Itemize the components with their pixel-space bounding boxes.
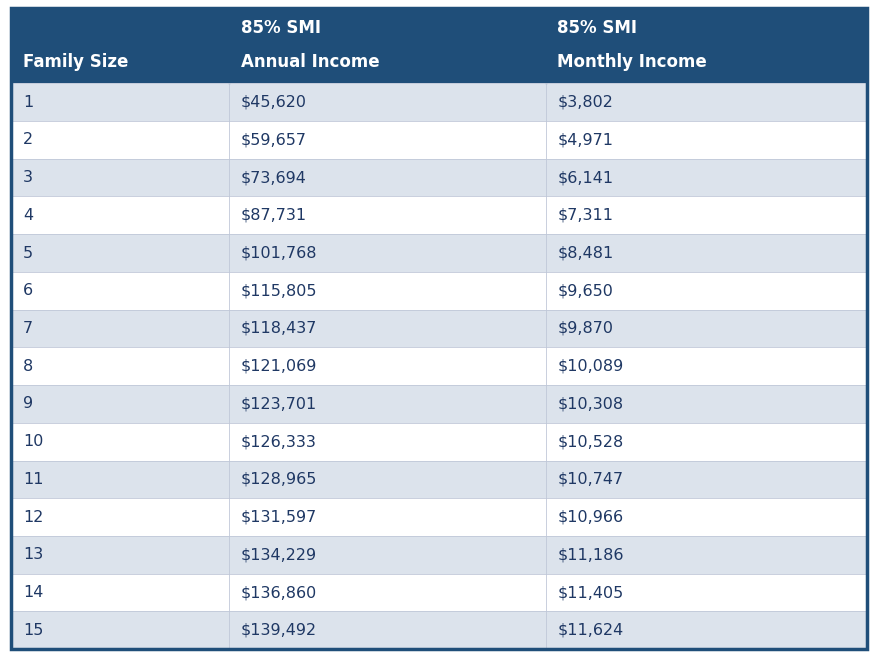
Text: 12: 12 [23,510,43,524]
Text: 3: 3 [23,170,32,185]
Text: $73,694: $73,694 [240,170,306,185]
Text: 6: 6 [23,283,33,298]
Text: $9,870: $9,870 [557,321,613,336]
Text: 85% SMI: 85% SMI [240,19,320,37]
Text: $101,768: $101,768 [240,246,317,261]
Text: $4,971: $4,971 [557,133,613,147]
Bar [11,83,866,121]
Bar [11,423,866,461]
Bar [11,498,866,536]
Bar [11,612,866,649]
Text: $11,186: $11,186 [557,547,623,562]
Text: $10,308: $10,308 [557,396,623,411]
Bar [11,574,866,612]
Text: 1: 1 [23,95,33,110]
Text: $87,731: $87,731 [240,208,307,223]
Text: $10,528: $10,528 [557,434,623,449]
Bar [11,385,866,423]
Bar [11,159,866,196]
Bar [11,196,866,234]
Text: $10,747: $10,747 [557,472,623,487]
Text: $8,481: $8,481 [557,246,613,261]
Text: $126,333: $126,333 [240,434,317,449]
Bar [11,8,866,83]
Text: $128,965: $128,965 [240,472,317,487]
Text: 10: 10 [23,434,43,449]
Text: $123,701: $123,701 [240,396,317,411]
Text: 5: 5 [23,246,33,261]
Text: 85% SMI: 85% SMI [557,19,637,37]
Text: $131,597: $131,597 [240,510,317,524]
Text: 9: 9 [23,396,33,411]
Text: $3,802: $3,802 [557,95,612,110]
Text: Monthly Income: Monthly Income [557,53,706,71]
Text: Annual Income: Annual Income [240,53,379,71]
Text: Family Size: Family Size [23,53,128,71]
Bar [11,348,866,385]
Text: $134,229: $134,229 [240,547,317,562]
Text: 14: 14 [23,585,43,600]
Text: $6,141: $6,141 [557,170,613,185]
Text: 2: 2 [23,133,33,147]
Text: 13: 13 [23,547,43,562]
Text: $7,311: $7,311 [557,208,613,223]
Text: $136,860: $136,860 [240,585,317,600]
Bar [11,234,866,272]
Text: $59,657: $59,657 [240,133,307,147]
Text: $11,405: $11,405 [557,585,623,600]
Text: 15: 15 [23,623,43,638]
Text: $10,089: $10,089 [557,359,623,374]
Text: $139,492: $139,492 [240,623,317,638]
Text: 8: 8 [23,359,33,374]
Bar [11,121,866,159]
Text: 4: 4 [23,208,33,223]
Text: 11: 11 [23,472,43,487]
Bar [11,309,866,348]
Text: $11,624: $11,624 [557,623,623,638]
Text: $10,966: $10,966 [557,510,623,524]
Text: $121,069: $121,069 [240,359,317,374]
Bar [11,461,866,498]
Text: $115,805: $115,805 [240,283,317,298]
Text: $45,620: $45,620 [240,95,307,110]
Bar [11,272,866,309]
Bar [11,536,866,574]
Text: 7: 7 [23,321,33,336]
Text: $9,650: $9,650 [557,283,612,298]
Text: $118,437: $118,437 [240,321,317,336]
